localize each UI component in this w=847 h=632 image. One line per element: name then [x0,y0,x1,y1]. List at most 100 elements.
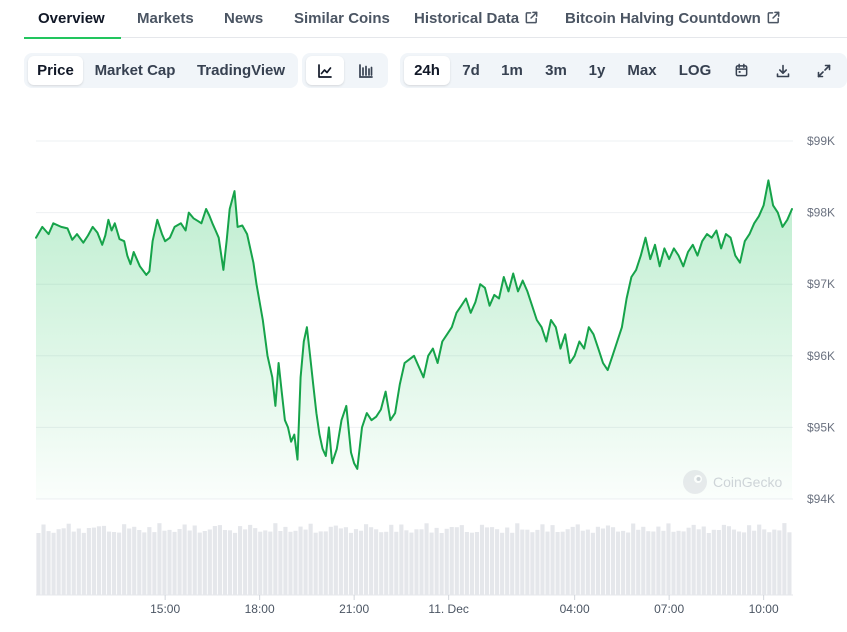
x-tick-label: 04:00 [560,602,590,616]
line-chart-button[interactable] [306,56,344,85]
volume-bar [41,524,46,595]
volume-bar [101,525,107,595]
volume-bar [515,523,520,595]
range-max-button[interactable]: Max [627,62,657,79]
volume-bar [162,530,167,595]
volume-bar [132,526,137,595]
volume-bar [232,532,238,595]
tab-news[interactable]: News [224,10,264,27]
volume-bar [192,525,197,595]
volume-bar [419,529,424,595]
range-24h-button[interactable]: 24h [404,56,450,85]
price-chart[interactable]: $99K $98K $97K $96K $95K $94K CoinGecko 15:00… [0,96,847,632]
y-tick-label: $99K [807,134,835,148]
line-chart-icon [318,63,332,78]
log-scale-button[interactable]: LOG [678,62,712,79]
volume-bar [454,527,459,595]
range-7d-button[interactable]: 7d [462,62,480,79]
volume-bar [580,530,585,595]
volume-bar [676,530,681,595]
volume-bar [706,533,711,595]
volume-bar [86,528,91,595]
volume-bar [575,524,580,595]
volume-bar [263,530,268,595]
tab-historical-data[interactable]: Historical Data [414,0,539,38]
volume-bar [106,531,112,595]
volume-bar [479,524,485,595]
volume-bar [333,525,338,595]
volume-bar [767,532,772,595]
volume-bar [167,529,172,595]
date-range-button[interactable] [725,56,757,85]
price-button[interactable]: Price [28,56,83,85]
volume-bar [238,526,243,595]
volume-bar [389,524,394,595]
volume-bar [500,532,505,595]
volume-bar [505,527,510,595]
volume-bars [36,523,792,595]
volume-bar [646,531,651,595]
volume-bar [353,529,359,595]
tab-markets[interactable]: Markets [137,10,194,27]
volume-bar [585,529,590,595]
x-tick-label: 21:00 [339,602,369,616]
volume-bar [268,531,273,595]
volume-bar [721,524,726,595]
volume-bar [157,523,162,595]
tradingview-button[interactable]: TradingView [196,62,286,79]
fullscreen-button[interactable] [808,56,840,85]
volume-bar [71,531,76,595]
tab-bitcoin-halving-countdown[interactable]: Bitcoin Halving Countdown [565,0,781,38]
volume-bar [439,533,444,595]
volume-bar [177,529,182,595]
x-tick-label: 10:00 [749,602,779,616]
market-cap-button[interactable]: Market Cap [94,62,176,79]
volume-bar [742,532,747,595]
volume-bar [444,528,449,595]
volume-bar [459,525,464,595]
calendar-icon [735,63,747,77]
volume-bar [36,533,41,595]
volume-bar [91,527,96,595]
volume-bar [530,532,535,595]
x-tick-label: 07:00 [654,602,684,616]
volume-bar [374,529,379,595]
external-link-icon [767,11,780,24]
volume-bar [384,531,389,595]
volume-bar [202,531,207,595]
volume-bar [747,525,752,595]
volume-bar [490,527,495,595]
download-button[interactable] [767,56,799,85]
volume-bar [686,527,691,595]
volume-bar [621,530,626,595]
y-tick-label: $96K [807,349,835,363]
volume-bar [172,531,177,595]
y-tick-label: $95K [807,420,835,434]
volume-bar [217,525,222,595]
tab-similar-coins[interactable]: Similar Coins [294,10,390,27]
volume-bar [701,526,706,595]
volume-bar [525,529,530,595]
volume-bar [112,532,117,595]
volume-bar [535,529,540,595]
volume-bar [409,532,414,595]
range-3m-button[interactable]: 3m [545,62,567,79]
range-1y-button[interactable]: 1y [588,62,606,79]
volume-bar [313,532,318,595]
candlestick-button[interactable] [347,56,385,85]
volume-bar [227,530,233,595]
volume-bar [137,530,142,595]
volume-bar [626,532,631,595]
y-tick-label: $97K [807,277,835,291]
range-1m-button[interactable]: 1m [501,62,523,79]
volume-bar [671,531,676,595]
volume-bar [651,531,656,595]
volume-bar [283,526,288,595]
volume-bar [414,529,419,595]
download-icon [776,64,790,77]
volume-bar [550,525,555,595]
tab-overview[interactable]: Overview [24,0,121,39]
volume-bar [394,531,399,595]
y-tick-label: $98K [807,206,835,220]
volume-bar [293,530,298,595]
